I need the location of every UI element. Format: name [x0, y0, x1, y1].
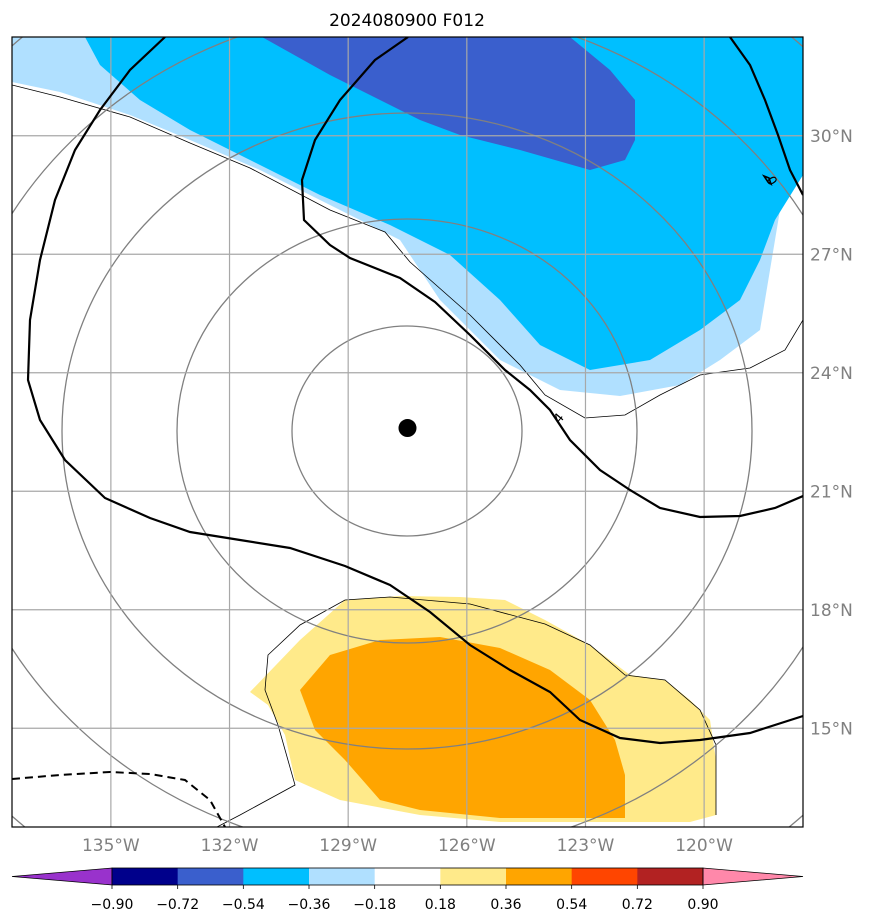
- colorbar-tick-label: 0.72: [622, 897, 653, 913]
- colorbar-segment: [440, 868, 507, 885]
- lat-tick-label: 30°N: [810, 127, 853, 147]
- colorbar-tick-label: −0.18: [353, 897, 396, 913]
- colorbar-segment: [243, 868, 310, 885]
- thick-contour-0-east: [729, 37, 803, 196]
- colorbar-segment: [112, 868, 179, 885]
- colorbar-segment: [177, 868, 244, 885]
- colorbar: −0.90 −0.72 −0.54 −0.36 −0.18 0.18 0.36 0.54 0.7…: [11, 867, 804, 913]
- lat-tick-label: 18°N: [810, 601, 853, 621]
- thick-contour-4-west: [26, 37, 803, 745]
- colorbar-tick-label: 0.54: [556, 897, 587, 913]
- colorbar-extend-low: [11, 867, 113, 886]
- colorbar-tick-label: 0.90: [687, 897, 718, 913]
- storm-center-marker: [398, 419, 417, 438]
- thick-contour-4-north: [300, 37, 803, 519]
- longitude-labels: 135°W 132°W 129°W 126°W 123°W 120°W: [82, 836, 733, 856]
- lon-tick-label: 123°W: [557, 836, 615, 856]
- latitude-labels: 30°N 27°N 24°N 21°N 18°N 15°N: [810, 127, 853, 740]
- colorbar-tick-label: −0.54: [222, 897, 265, 913]
- lon-tick-label: 129°W: [319, 836, 377, 856]
- colorbar-tick-label: 0.36: [490, 897, 521, 913]
- colorbar-outline: [111, 867, 704, 886]
- colorbar-segment: [374, 868, 441, 885]
- thin-contour-south: [216, 596, 717, 827]
- colorbar-extend-high: [702, 867, 804, 886]
- fill-dark-blue-region: [262, 37, 635, 170]
- colorbar-tick-label: −0.90: [91, 897, 134, 913]
- lon-tick-label: 132°W: [201, 836, 259, 856]
- colorbar-segment: [309, 868, 376, 885]
- colorbar-tick-label: −0.36: [288, 897, 331, 913]
- colorbar-segment: [506, 868, 573, 885]
- colorbar-segment: [637, 868, 704, 885]
- lat-tick-label: 24°N: [810, 364, 853, 384]
- lat-tick-label: 15°N: [810, 719, 853, 739]
- lat-tick-label: 21°N: [810, 482, 853, 502]
- thin-contour-north: [12, 84, 803, 419]
- lon-tick-label: 126°W: [438, 836, 496, 856]
- gridlines: [12, 37, 803, 827]
- map-frame: [11, 36, 804, 828]
- small-contour-loop: [761, 174, 773, 186]
- colorbar-tick-label: 0.18: [425, 897, 456, 913]
- lon-tick-label: 120°W: [675, 836, 733, 856]
- lat-tick-label: 27°N: [810, 245, 853, 265]
- fill-orange-region: [300, 637, 625, 818]
- colorbar-segment: [571, 868, 638, 885]
- colorbar-tick-label: −0.72: [156, 897, 199, 913]
- lon-tick-label: 135°W: [82, 836, 140, 856]
- chart-title: 2024080900 F012: [329, 11, 485, 31]
